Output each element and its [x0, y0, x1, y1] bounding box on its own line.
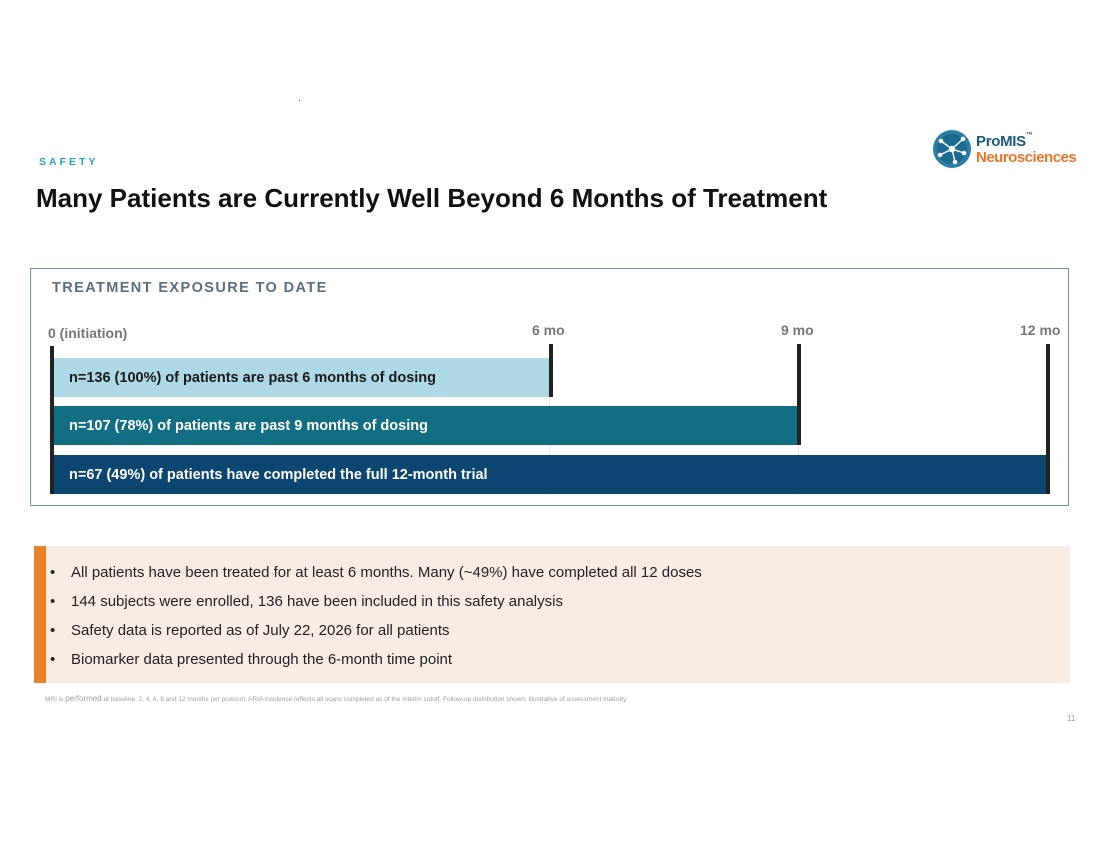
bullet-glyph: • [50, 564, 56, 581]
bullet-glyph: • [50, 593, 56, 610]
key-point-item: • All patients have been treated for at l… [50, 564, 702, 581]
bullet-glyph: • [50, 651, 56, 668]
exposure-bar-label: n=67 (49%) of patients have completed th… [69, 466, 488, 483]
key-point-item: • Biomarker data presented through the 6-… [50, 651, 453, 668]
exposure-bar-label: n=136 (100%) of patients are past 6 mont… [69, 369, 437, 386]
exposure-bar-9mo: n=107 (78%) of patients are past 9 month… [54, 406, 800, 445]
exposure-bar-12mo: n=67 (49%) of patients have completed th… [54, 455, 1048, 494]
marker-6mo [549, 344, 553, 397]
exposure-bar-label: n=107 (78%) of patients are past 9 month… [69, 417, 428, 434]
key-points-box: • All patients have been treated for at l… [34, 546, 1070, 683]
tick-label-9mo: 9 mo [781, 322, 814, 338]
exposure-panel [30, 268, 1069, 506]
company-logo: ProMIS™ Neurosciences [933, 130, 1093, 172]
key-point-item: • Safety data is reported as of July 22, … [50, 622, 450, 639]
logo-wordmark-line1: ProMIS™ [976, 132, 1033, 150]
page-title: Many Patients are Currently Well Beyond … [36, 183, 828, 213]
logo-wordmark-line2: Neurosciences [976, 149, 1077, 166]
marker-9mo [797, 344, 801, 445]
footnote: MRI is performed at baseline, 2, 4, 6, 9… [45, 694, 628, 703]
axis-start-line [50, 346, 54, 494]
key-point-item: • 144 subjects were enrolled, 136 have be… [50, 593, 563, 610]
page-number: 11 [1067, 714, 1076, 723]
key-points-accent-bar [34, 546, 46, 683]
trademark-symbol: ™ [1025, 132, 1033, 139]
key-points-list: • All patients have been treated for at l… [50, 564, 702, 680]
marker-12mo [1046, 344, 1050, 494]
exposure-panel-title: TREATMENT EXPOSURE TO DATE [52, 280, 328, 296]
tick-label-6mo: 6 mo [532, 322, 565, 338]
bullet-glyph: • [50, 622, 56, 639]
tick-label-initiation: 0 (initiation) [48, 325, 128, 341]
tick-label-12mo: 12 mo [1020, 322, 1061, 338]
section-eyebrow: SAFETY [39, 156, 99, 168]
stray-dot [299, 100, 300, 101]
exposure-bar-6mo: n=136 (100%) of patients are past 6 mont… [54, 358, 551, 397]
network-node-icon [933, 130, 971, 168]
